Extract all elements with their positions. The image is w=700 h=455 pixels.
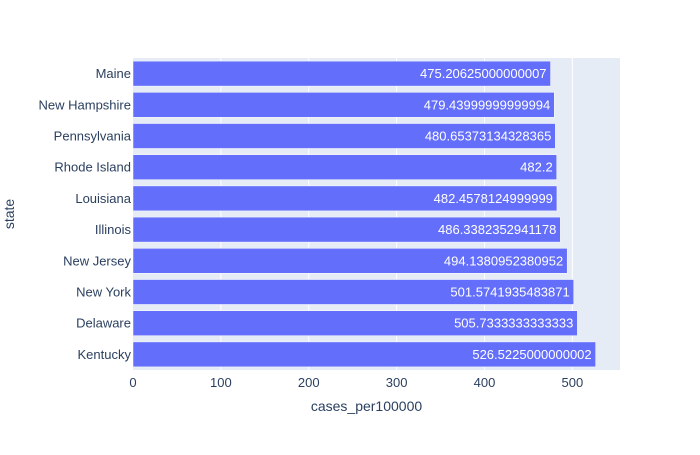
bars: 475.20625000000007 479.43999999999994 480.… xyxy=(132,60,596,368)
bar xyxy=(132,185,558,212)
bar-value-label: 494.1380952380952 xyxy=(444,253,563,268)
y-tick-label: Louisiana xyxy=(75,191,131,206)
y-tick-label: Rhode Island xyxy=(54,160,131,175)
bar xyxy=(132,92,555,118)
x-axis-title: cases_per100000 xyxy=(311,398,423,414)
y-tick-labels: Maine New Hampshire Pennsylvania Rhode Isla… xyxy=(39,66,132,362)
x-tick-label: 200 xyxy=(298,375,320,390)
y-tick-label: Delaware xyxy=(76,316,131,331)
bar-value-label: 480.65373134328365 xyxy=(425,129,552,144)
bar xyxy=(132,123,556,149)
bar-value-label: 501.5741935483871 xyxy=(450,285,569,300)
bar-value-label: 482.4578124999999 xyxy=(434,191,553,206)
bar xyxy=(132,154,557,180)
bar-value-label: 526.5225000000002 xyxy=(472,347,591,362)
y-tick-label: Maine xyxy=(96,66,131,81)
x-tick-label: 0 xyxy=(129,375,136,390)
bar xyxy=(132,216,561,243)
x-tick-labels: 0 100 200 300 400 500 xyxy=(129,375,583,390)
bar-value-label: 505.7333333333333 xyxy=(454,316,573,331)
x-tick-label: 500 xyxy=(561,375,583,390)
bar-value-label: 475.20625000000007 xyxy=(420,66,547,81)
bar xyxy=(132,60,551,87)
y-tick-label: New York xyxy=(76,285,131,300)
x-tick-label: 300 xyxy=(386,375,408,390)
y-tick-label: Illinois xyxy=(95,222,132,237)
y-axis-title: state xyxy=(1,199,17,230)
bar-value-label: 486.3382352941178 xyxy=(438,222,556,237)
y-tick-label: New Hampshire xyxy=(39,97,131,112)
bar-value-label: 479.43999999999994 xyxy=(424,97,551,112)
y-tick-label: Kentucky xyxy=(78,347,132,362)
bar-value-label: 482.2 xyxy=(520,160,553,175)
x-tick-label: 100 xyxy=(210,375,232,390)
bar xyxy=(132,248,568,274)
y-tick-label: New Jersey xyxy=(63,253,131,268)
x-tick-label: 400 xyxy=(474,375,496,390)
y-tick-label: Pennsylvania xyxy=(54,129,132,144)
bar xyxy=(132,341,596,368)
bar xyxy=(132,310,578,336)
bar xyxy=(132,279,574,305)
